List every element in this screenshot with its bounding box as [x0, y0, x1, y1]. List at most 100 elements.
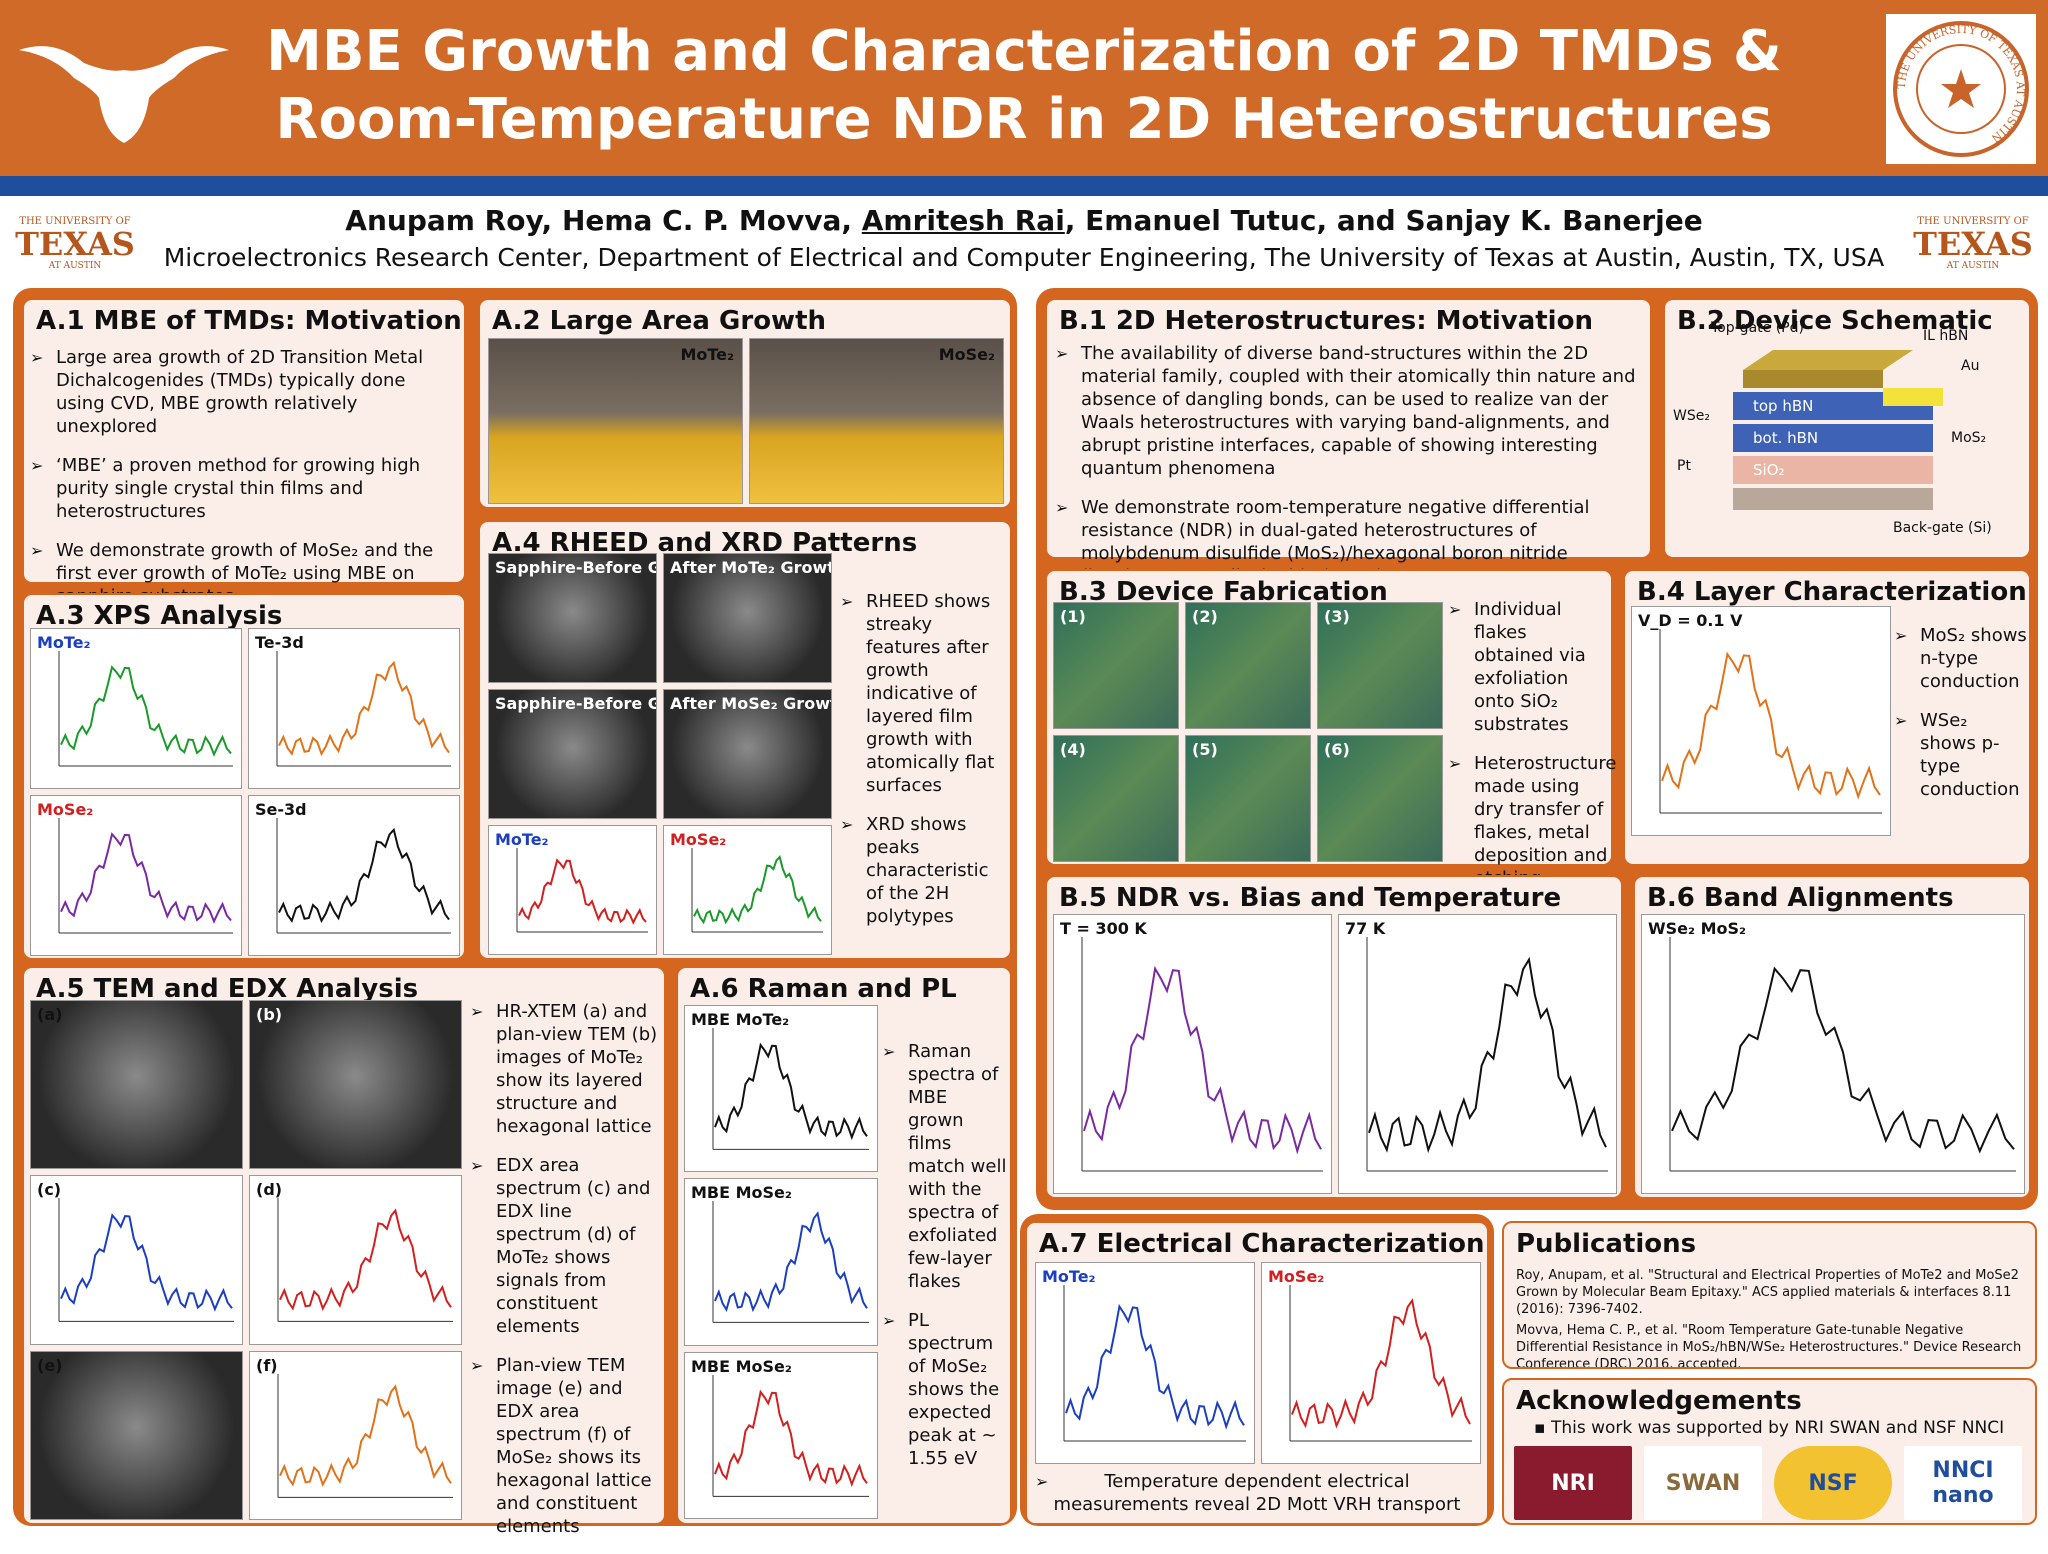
- schematic-label: Au: [1961, 358, 1980, 374]
- texas-logo: THE UNIVERSITY OF TEXAS AT AUSTIN: [10, 216, 140, 271]
- figure-label: MoSe₂: [1268, 1267, 1325, 1286]
- bullet-list: RHEED shows streaky features after growt…: [840, 590, 1006, 944]
- publications: Publications Roy, Anupam, et al. "Struct…: [1502, 1221, 2037, 1369]
- plot: T = 300 K: [1053, 914, 1332, 1194]
- top-gate: [1743, 350, 1913, 370]
- authors: Anupam Roy, Hema C. P. Movva, Amritesh R…: [300, 204, 1748, 237]
- figure-label: (f): [256, 1355, 278, 1375]
- bullet: Large area growth of 2D Transition Metal…: [30, 346, 456, 438]
- figure-label: After MoSe₂ Growth: [670, 694, 832, 713]
- figure-label: MBE MoSe₂: [691, 1356, 792, 1376]
- figure-label: 77 K: [1345, 919, 1386, 938]
- header-stripe: [0, 176, 2048, 196]
- curve: [278, 660, 450, 757]
- figure-label: (2): [1192, 607, 1218, 626]
- section-title: A.1 MBE of TMDs: Motivation: [36, 306, 462, 336]
- plot-art: [1366, 937, 1608, 1172]
- curve: [714, 1211, 868, 1313]
- plot: MBE MoSe₂: [684, 1178, 878, 1346]
- author: Anupam Roy, Hema C. P. Movva,: [345, 204, 862, 237]
- title: MBE Growth and Characterization of 2D TM…: [260, 18, 1788, 154]
- plot-art: [58, 818, 233, 934]
- figure-label: MoTe₂: [680, 345, 734, 364]
- section-title: Acknowledgements: [1516, 1386, 1802, 1416]
- curve: [518, 858, 647, 925]
- curve: [714, 1042, 868, 1141]
- figure-label: Sapphire-Before Growth: [495, 694, 656, 713]
- section-title: B.6 Band Alignments: [1647, 883, 1954, 913]
- bullet-list: Temperature dependent electrical measure…: [1035, 1470, 1479, 1532]
- figure-label: MBE MoSe₂: [691, 1183, 792, 1203]
- logo-top: THE UNIVERSITY OF: [19, 216, 131, 227]
- plot-art: [277, 1373, 453, 1498]
- curve: [60, 665, 232, 757]
- curve: [1291, 1298, 1471, 1429]
- schematic-label: MoS₂: [1951, 430, 1987, 446]
- plot-art: [712, 1201, 869, 1324]
- image: (5): [1185, 735, 1311, 862]
- figure-label: Sapphire-Before Growth: [495, 558, 656, 577]
- figure-label: MoSe₂: [670, 830, 727, 849]
- bullet: The availability of diverse band-structu…: [1055, 342, 1647, 480]
- plot-art: [276, 818, 451, 934]
- figure-label: (c): [37, 1180, 62, 1200]
- image: (b): [249, 1000, 462, 1170]
- layer: [1733, 456, 1933, 484]
- plot: MoTe₂: [488, 825, 657, 955]
- section-title: A.2 Large Area Growth: [492, 306, 827, 336]
- plot: Te-3d: [248, 628, 460, 789]
- plot: (d): [249, 1175, 462, 1345]
- section-title: A.3 XPS Analysis: [36, 601, 283, 631]
- curve: [278, 827, 450, 924]
- pub-list: Roy, Anupam, et al. "Structural and Elec…: [1516, 1267, 2031, 1367]
- plot-art: [691, 848, 823, 933]
- acknowledgements: Acknowledgements ▪ This work was support…: [1502, 1378, 2037, 1525]
- image: MoTe₂: [488, 338, 743, 504]
- texas-logo: THE UNIVERSITY OF TEXAS AT AUSTIN: [1908, 216, 2038, 271]
- figure-label: (5): [1192, 740, 1218, 759]
- curve: [60, 1213, 233, 1313]
- curve: [279, 1208, 452, 1312]
- curve: [1661, 651, 1881, 800]
- image: (e): [30, 1350, 243, 1520]
- plot: MoSe₂: [30, 795, 242, 956]
- figure-label: MoTe₂: [495, 830, 549, 849]
- figure-label: MoSe₂: [37, 800, 94, 819]
- curve: [60, 832, 232, 924]
- bullet-list: Raman spectra of MBE grown films match w…: [882, 1040, 1008, 1486]
- section-title: Publications: [1516, 1229, 1697, 1259]
- figure-label: (d): [256, 1180, 283, 1200]
- logo: NRI: [1514, 1446, 1632, 1520]
- section-title: A.7 Electrical Characterization: [1039, 1229, 1485, 1259]
- bullet: XRD shows peaks characteristic of the 2H…: [840, 813, 1006, 928]
- plot: V_D = 0.1 V: [1631, 606, 1891, 836]
- curve: [714, 1389, 868, 1487]
- plot-art: [516, 848, 648, 933]
- substrate: [1733, 488, 1933, 510]
- figure-label: (6): [1324, 740, 1350, 759]
- logo: NSF: [1774, 1446, 1892, 1520]
- image: (a): [30, 1000, 243, 1170]
- image: After MoTe₂ Growth: [663, 553, 832, 683]
- plot: WSe₂ MoS₂: [1641, 914, 2025, 1194]
- plot-art: [1063, 1285, 1246, 1442]
- section-title: B.2 Device Schematic: [1677, 306, 1993, 336]
- image: (4): [1053, 735, 1179, 862]
- bullet: Heterostructure made using dry transfer …: [1448, 752, 1616, 890]
- plot-art: [1669, 937, 2016, 1172]
- figure-label: MoTe₂: [1042, 1267, 1096, 1286]
- bullet-list: Individual flakes obtained via exfoliati…: [1448, 598, 1616, 906]
- figure-label: V_D = 0.1 V: [1638, 611, 1743, 630]
- plot-art: [58, 1198, 234, 1323]
- bullet-list: MoS₂ shows n-type conduction WSe₂ shows p…: [1894, 624, 2028, 817]
- plot: MoTe₂: [30, 628, 242, 789]
- schematic-label: Back-gate (Si): [1893, 520, 1992, 536]
- plot-art: [1289, 1285, 1472, 1442]
- curve: [1368, 956, 1607, 1154]
- bullet: Individual flakes obtained via exfoliati…: [1448, 598, 1608, 736]
- image: (6): [1317, 735, 1443, 862]
- figure-label: WSe₂ MoS₂: [1648, 919, 1747, 938]
- seal: THE UNIVERSITY OF TEXAS AT AUSTIN: [1886, 14, 2036, 164]
- bullet: HR-XTEM (a) and plan-view TEM (b) images…: [470, 1000, 660, 1138]
